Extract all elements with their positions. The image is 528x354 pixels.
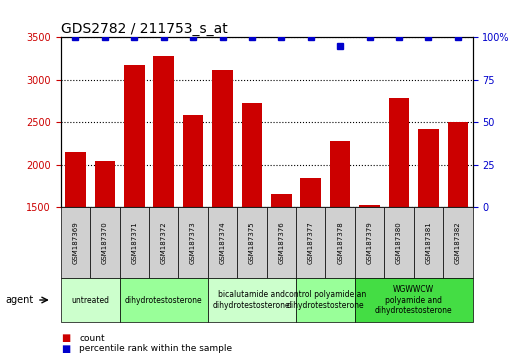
Text: GSM187379: GSM187379 (366, 221, 373, 264)
Text: GSM187381: GSM187381 (426, 221, 431, 264)
Bar (95, 161, 115, 335)
Text: ■: ■ (61, 344, 70, 354)
Bar (183, 115, 203, 335)
Text: GSM187374: GSM187374 (220, 221, 225, 264)
Bar (330, 141, 351, 335)
Text: control polyamide an
dihydrotestosterone: control polyamide an dihydrotestosterone (285, 290, 366, 310)
Text: GSM187380: GSM187380 (396, 221, 402, 264)
Text: GSM187370: GSM187370 (102, 221, 108, 264)
Text: GSM187369: GSM187369 (72, 221, 79, 264)
Text: GSM187371: GSM187371 (131, 221, 137, 264)
Text: GSM187377: GSM187377 (308, 221, 314, 264)
Text: agent: agent (5, 295, 34, 305)
Text: GSM187378: GSM187378 (337, 221, 343, 264)
Text: GSM187376: GSM187376 (278, 221, 285, 264)
Text: count: count (79, 333, 105, 343)
Bar (448, 122, 468, 335)
Text: GDS2782 / 211753_s_at: GDS2782 / 211753_s_at (61, 22, 228, 36)
Bar (65, 152, 86, 335)
Bar (242, 103, 262, 335)
Text: GSM187372: GSM187372 (161, 221, 167, 264)
Bar (300, 178, 321, 335)
Text: percentile rank within the sample: percentile rank within the sample (79, 344, 232, 353)
Bar (359, 205, 380, 335)
Text: untreated: untreated (71, 296, 109, 304)
Text: WGWWCW
polyamide and
dihydrotestosterone: WGWWCW polyamide and dihydrotestosterone (375, 285, 452, 315)
Bar (154, 56, 174, 335)
Text: GSM187382: GSM187382 (455, 221, 461, 264)
Text: GSM187375: GSM187375 (249, 221, 255, 264)
Text: bicalutamide and
dihydrotestosterone: bicalutamide and dihydrotestosterone (213, 290, 291, 310)
Text: dihydrotestosterone: dihydrotestosterone (125, 296, 203, 304)
Bar (418, 129, 439, 335)
Text: GSM187373: GSM187373 (190, 221, 196, 264)
Text: ■: ■ (61, 333, 70, 343)
Bar (212, 70, 233, 335)
Bar (389, 98, 409, 335)
Bar (124, 65, 145, 335)
Bar (271, 194, 291, 335)
